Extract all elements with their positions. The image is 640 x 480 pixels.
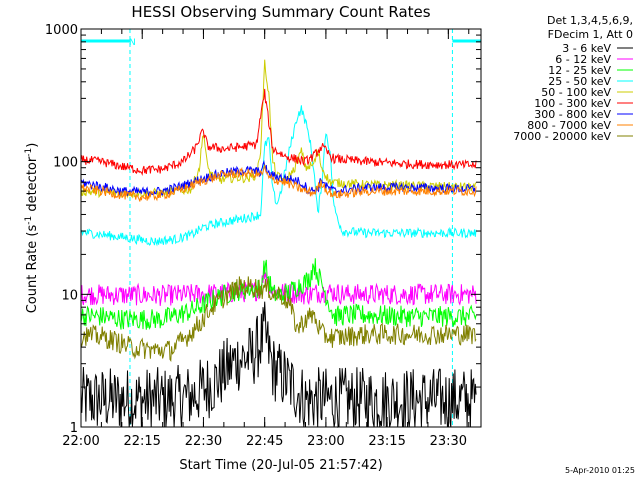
series-line-5 [80,88,477,176]
y-axis-label-sup1: -1 [24,216,34,225]
series-line-3 [80,105,477,247]
night-label-0: N [129,38,136,48]
y-axis-ticks: 1 10 100 1000 [45,23,481,436]
x-tick-label: 22:30 [185,434,222,449]
chart-title: HESSI Observing Summary Count Rates [131,3,430,21]
y-axis-label-end: ) [25,143,40,148]
x-tick-label: 23:30 [430,434,467,449]
legend-entry-label: 6 - 12 keV [555,53,611,66]
legend-header-line-1: Det 1,3,4,5,6,9, [547,14,633,27]
legend-entry-label: 3 - 6 keV [562,42,611,55]
legend-entry-label: 300 - 800 keV [534,108,611,121]
legend-entry-label: 25 - 50 keV [548,75,611,88]
series-line-2 [80,258,477,330]
x-tick-label: 22:00 [62,434,99,449]
series-line-7 [80,163,477,202]
series-line-1 [80,267,477,306]
series-line-8 [80,276,477,363]
timestamp-footer: 5-Apr-2010 01:25 [565,466,635,475]
legend-entry-label: 100 - 300 keV [534,97,611,110]
y-tick-label: 1 [70,421,78,436]
legend-header-line-2: FDecim 1, Att 0 [548,28,633,41]
x-tick-label: 23:00 [307,434,344,449]
series-line-0 [80,301,477,428]
y-tick-label: 10 [61,288,78,303]
series-lines [80,59,477,428]
x-tick-label: 23:15 [368,434,405,449]
x-axis-label: Start Time (20-Jul-05 21:57:42) [179,458,382,473]
x-tick-label: 22:45 [246,434,283,449]
y-axis-label-main: Count Rate (s [25,225,40,314]
plot-frame [80,28,482,428]
night-markers: N [81,29,481,427]
y-axis-label-sup2: -1 [24,148,34,157]
y-axis-label: Count Rate (s-1 detector-1) [24,143,40,314]
series-line-4 [80,59,477,199]
x-tick-label: 22:15 [123,434,160,449]
legend: Det 1,3,4,5,6,9, FDecim 1, Att 0 3 - 6 k… [513,14,633,143]
legend-entry-label: 12 - 25 keV [548,64,611,77]
y-axis-label-mid: detector [25,156,40,216]
y-tick-label: 100 [53,156,78,171]
legend-entry-label: 800 - 7000 keV [527,119,611,132]
y-tick-label: 1000 [45,23,78,38]
legend-entry-label: 7000 - 20000 keV [513,130,611,143]
legend-entry-label: 50 - 100 keV [541,86,611,99]
x-axis-ticks: 22:00 22:15 22:30 22:45 23:00 23:15 23:30 [62,29,470,449]
